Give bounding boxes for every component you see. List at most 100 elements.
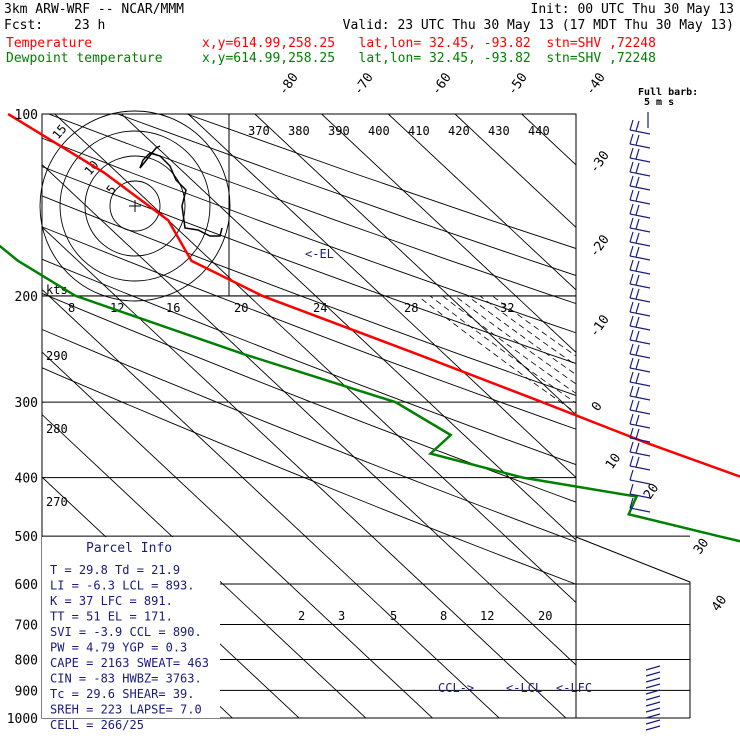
moist-adiabat xyxy=(479,295,576,366)
wind-barb xyxy=(645,707,661,713)
isotherm-label: -20 xyxy=(587,232,613,260)
hodograph-ring xyxy=(84,155,186,257)
isotherm xyxy=(387,114,576,291)
pressure-label: 200 xyxy=(15,290,38,305)
wind-barb xyxy=(629,119,651,135)
temperature-legend: Temperature xyxy=(6,36,93,51)
hodograph-speed-label: 28 xyxy=(404,301,418,315)
wind-barb xyxy=(629,301,651,317)
isotherm-label: -70 xyxy=(351,70,377,98)
wind-barb xyxy=(645,725,661,731)
mixing-ratio-label: 2 xyxy=(298,609,305,623)
hodograph-speed-label: 20 xyxy=(234,301,248,315)
forecast-hour: 23 h xyxy=(74,18,106,33)
lcl-label: <-LCL xyxy=(506,681,542,695)
dry-adiabat xyxy=(42,367,576,585)
dry-adiabat xyxy=(42,165,576,364)
moist-adiabat xyxy=(442,295,576,394)
wind-barb xyxy=(629,245,651,261)
wind-barb xyxy=(629,273,651,289)
theta-label: 380 xyxy=(288,124,310,138)
mixing-ratio-label: 5 xyxy=(390,609,397,623)
dry-adiabat xyxy=(186,114,576,250)
moist-adiabat xyxy=(417,295,576,414)
dewpoint-legend: Dewpoint temperature xyxy=(6,51,163,66)
wind-barb xyxy=(629,357,651,373)
isotherm-label: -60 xyxy=(429,70,455,98)
isotherm xyxy=(42,163,576,666)
parcel-line: Tc = 29.6 SHEAR= 39. xyxy=(50,687,195,701)
wind-barb xyxy=(645,695,661,701)
parcel-line: K = 37 LFC = 891. xyxy=(50,594,173,608)
forecast-label: Fcst: xyxy=(4,18,44,33)
wind-barb xyxy=(629,175,651,191)
wind-barb xyxy=(629,441,651,457)
mixing-ratio-label: 8 xyxy=(440,609,447,623)
wind-barb xyxy=(629,231,651,247)
isotherm-label: 10 xyxy=(603,451,624,472)
isotherm xyxy=(254,114,576,416)
moist-adiabat xyxy=(466,295,576,375)
wind-barb xyxy=(645,665,661,671)
isotherm xyxy=(42,226,567,718)
mixing-ratio-label: 3 xyxy=(338,609,345,623)
dry-adiabat xyxy=(42,258,576,466)
hodograph-speed-label: 8 xyxy=(68,301,75,315)
parcel-box-bg xyxy=(42,537,220,718)
parcel-line: LI = -6.3 LCL = 893. xyxy=(50,579,195,593)
parcel-info-box: Parcel Info T = 29.8 Td = 21.9 LI = -6.3 L… xyxy=(42,537,220,732)
sounding-traces xyxy=(0,112,740,543)
isotherm xyxy=(321,114,576,354)
parcel-line: CIN = -83 HWBZ= 3763. xyxy=(50,672,202,686)
wind-barb xyxy=(645,671,661,677)
parcel-line: CELL = 266/25 xyxy=(50,718,144,732)
isotherm-label: 30 xyxy=(691,536,712,557)
isotherm-label: 0 xyxy=(589,399,606,414)
valid-time: Valid: 23 UTC Thu 30 May 13 (17 MDT Thu … xyxy=(342,18,734,33)
pressure-label: 600 xyxy=(15,578,38,593)
isotherm xyxy=(42,413,367,718)
theta-label: 440 xyxy=(528,124,550,138)
hodograph-speed-label: 32 xyxy=(500,301,514,315)
lower-frame xyxy=(575,536,691,718)
wind-barb xyxy=(629,161,651,177)
model-title: 3km ARW-WRF -- NCAR/MMM xyxy=(4,2,185,17)
theta-side-label: 270 xyxy=(46,495,68,509)
hodograph-ring xyxy=(39,110,231,302)
isotherm xyxy=(121,114,576,541)
wind-barb xyxy=(629,385,651,401)
parcel-line: SREH = 223 LAPSE= 7.0 xyxy=(50,703,202,717)
pressure-label: 100 xyxy=(15,108,38,123)
isotherm xyxy=(722,114,740,731)
wind-barb xyxy=(645,689,661,695)
parcel-title: Parcel Info xyxy=(86,541,172,556)
pressure-label: 700 xyxy=(15,618,38,633)
theta-side-label: 290 xyxy=(46,349,68,363)
dry-adiabat xyxy=(42,328,576,543)
theta-label: 390 xyxy=(328,124,350,138)
moist-adiabat xyxy=(429,295,576,404)
parcel-line: T = 29.8 Td = 21.9 xyxy=(50,563,180,577)
wind-barb xyxy=(645,701,661,707)
isotherm-label: -50 xyxy=(505,70,531,98)
wind-barb xyxy=(645,713,661,719)
hodograph-speed-label: 24 xyxy=(313,301,327,315)
theta-label: 400 xyxy=(368,124,390,138)
mixing-ratio-label: 20 xyxy=(538,609,552,623)
isotherm xyxy=(588,114,740,731)
pressure-label: 400 xyxy=(15,472,38,487)
hodograph-ring-label: 5 xyxy=(104,182,119,197)
dewpoint-trace xyxy=(0,244,740,543)
dry-adiabat xyxy=(42,226,576,430)
wind-barb xyxy=(629,399,651,415)
wind-barb xyxy=(645,683,661,689)
hodograph-ring xyxy=(109,180,161,232)
init-time: Init: 00 UTC Thu 30 May 13 xyxy=(530,2,735,17)
parcel-line: SVI = -3.9 CCL = 890. xyxy=(50,625,202,639)
dewpoint-station-info: x,y=614.99,258.25 lat,lon= 32.45, -93.82… xyxy=(202,51,656,66)
pressure-label: 1000 xyxy=(7,712,38,727)
isotherm-label: -40 xyxy=(583,70,609,98)
wind-barb xyxy=(629,133,651,149)
wind-barbs: Full barb:5 m s xyxy=(629,87,698,731)
